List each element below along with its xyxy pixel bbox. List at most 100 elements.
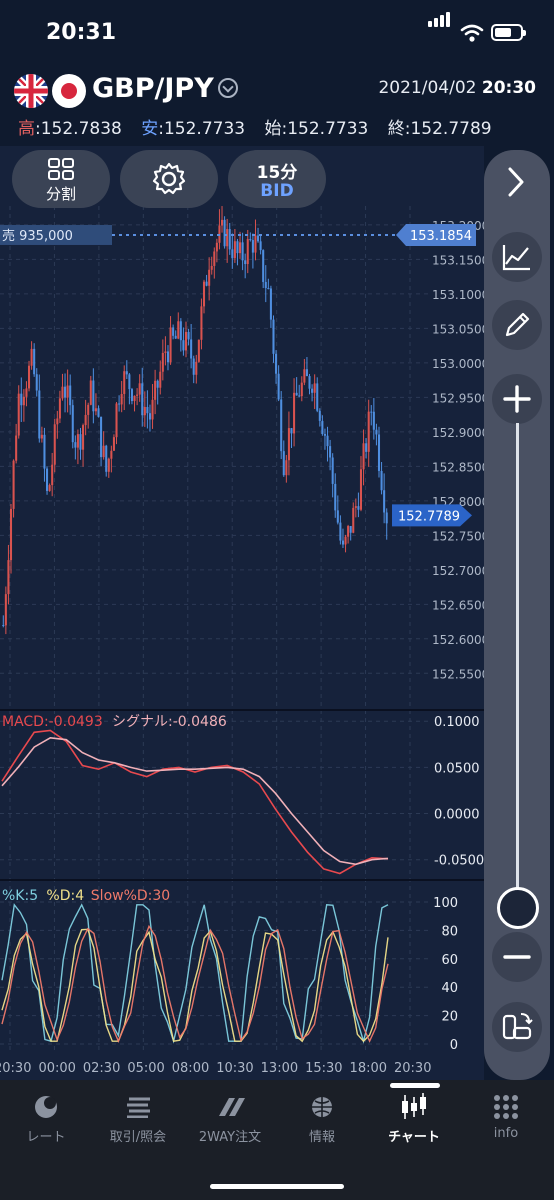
- tab-info[interactable]: 情報: [276, 1094, 368, 1145]
- candle-body: [344, 536, 347, 545]
- candle-body: [154, 380, 157, 400]
- zoom-slider-track[interactable]: [516, 423, 519, 908]
- currency-pair-title[interactable]: GBP/JPY: [92, 73, 214, 104]
- chart-area[interactable]: 153.2000153.1500153.1000153.0500153.0000…: [0, 146, 484, 1080]
- pair-dropdown-icon[interactable]: [218, 78, 238, 98]
- price-tick-label: 152.7500: [432, 529, 484, 543]
- date-text: 2021/04/02: [378, 78, 477, 98]
- candle-body: [115, 403, 118, 438]
- candle-body: [46, 468, 49, 491]
- candle-body: [123, 371, 126, 394]
- candle-body: [79, 434, 82, 450]
- split-button[interactable]: 分割: [12, 150, 110, 208]
- candle-body: [249, 239, 252, 241]
- candle-body: [202, 281, 206, 307]
- tab-chart[interactable]: チャート: [368, 1093, 460, 1145]
- time-tick-label: 08:00: [172, 1061, 209, 1076]
- candle-body: [200, 306, 203, 340]
- stoch-tick-label: 0: [450, 1038, 458, 1053]
- tab-more[interactable]: info: [460, 1094, 552, 1141]
- chart-icon: [402, 1093, 426, 1119]
- indicator-button[interactable]: [492, 232, 542, 282]
- tab-rate[interactable]: レート: [0, 1094, 92, 1145]
- candle-body: [357, 506, 360, 510]
- split-label: 分割: [45, 185, 76, 203]
- chart-svg[interactable]: 153.2000153.1500153.1000153.0500153.0000…: [0, 146, 484, 1080]
- time-tick-label: 18:00: [350, 1061, 387, 1076]
- macd-line: [1, 729, 389, 875]
- candle-body: [128, 374, 131, 390]
- settings-button[interactable]: [120, 150, 218, 208]
- uk-flag-icon: [14, 74, 48, 108]
- candle-body: [53, 424, 56, 465]
- candle-body: [7, 560, 10, 595]
- candle-body: [254, 235, 257, 253]
- stoch-d-line: [1, 928, 389, 1043]
- candle-body: [182, 340, 185, 351]
- line-chart-icon: [502, 245, 530, 271]
- candle-body: [362, 443, 365, 470]
- candle-body: [213, 251, 216, 266]
- candle-body: [223, 219, 226, 247]
- chevron-right-icon[interactable]: [506, 166, 526, 198]
- candle-body: [359, 469, 363, 510]
- candle-body: [151, 399, 154, 420]
- plus-icon: [503, 385, 531, 413]
- price-tick-label: 152.6000: [432, 633, 484, 647]
- period-button[interactable]: 15分 BID: [228, 150, 326, 208]
- rotate-button[interactable]: [492, 1002, 542, 1052]
- current-price-tag: [392, 504, 472, 527]
- candle-body: [148, 413, 151, 420]
- candle-body: [308, 376, 311, 389]
- zoom-slider-thumb[interactable]: [497, 887, 539, 929]
- candle-body: [236, 241, 239, 254]
- candle-body: [383, 490, 386, 513]
- candle-body: [58, 398, 61, 419]
- macd-tick-label: 0.1000: [434, 715, 480, 730]
- zoom-out-button[interactable]: [492, 932, 542, 982]
- time-tick-label: 20:30: [394, 1061, 431, 1076]
- order-price-label: 153.1854: [410, 229, 472, 244]
- candle-body: [130, 389, 133, 402]
- candle-body: [272, 319, 275, 354]
- candle-body: [300, 382, 303, 397]
- candle-body: [107, 458, 110, 472]
- candle-body: [231, 249, 234, 259]
- tab-2way[interactable]: 2WAY注文: [184, 1094, 276, 1145]
- candle-body: [375, 429, 378, 435]
- candle-body: [197, 339, 200, 362]
- candle-body: [331, 457, 334, 484]
- candle-body: [370, 411, 373, 413]
- candle-body: [136, 394, 139, 396]
- candle-body: [33, 348, 36, 375]
- candle-body: [220, 219, 224, 226]
- candle-body: [377, 434, 381, 471]
- candle-body: [298, 395, 301, 397]
- candle-body: [97, 408, 100, 417]
- grid-icon: [494, 1095, 518, 1119]
- candle-body: [43, 434, 46, 469]
- stoch-legend: %D:4: [46, 888, 84, 904]
- candle-body: [69, 385, 72, 406]
- candle-body: [105, 445, 108, 472]
- candle-body: [349, 526, 352, 533]
- zoom-in-button[interactable]: [492, 374, 542, 424]
- candle-body: [143, 406, 146, 416]
- candle-body: [161, 352, 164, 372]
- drawing-button[interactable]: [492, 300, 542, 350]
- candle-body: [277, 373, 280, 400]
- tab-trade[interactable]: 取引/照会: [92, 1094, 184, 1145]
- macd-tick-label: -0.0500: [434, 854, 484, 869]
- candle-body: [48, 485, 51, 491]
- candle-body: [208, 269, 211, 286]
- candle-body: [285, 460, 288, 476]
- candle-body: [210, 265, 213, 270]
- stoch-legend: Slow%D:30: [91, 888, 170, 904]
- candle-body: [35, 374, 38, 391]
- candle-body: [318, 410, 321, 421]
- candle-body: [311, 388, 314, 393]
- candle-body: [169, 327, 172, 363]
- time-tick-label: 13:00: [261, 1061, 298, 1076]
- candle-body: [282, 451, 285, 476]
- stoch-tick-label: 100: [433, 896, 458, 911]
